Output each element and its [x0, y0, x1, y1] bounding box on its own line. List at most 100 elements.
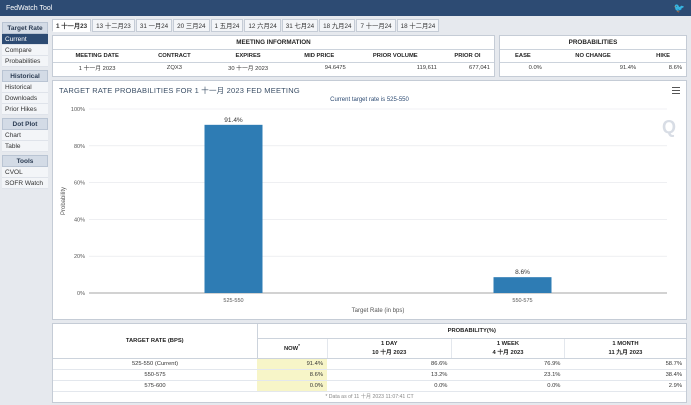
target-rate: 550-575: [53, 369, 257, 381]
bar-data-label: 8.6%: [515, 269, 530, 276]
contract: ZQX3: [166, 64, 182, 71]
bar: [204, 124, 263, 293]
tab-meeting[interactable]: 18 十二月24: [396, 19, 440, 32]
tab-meeting[interactable]: 12 六月24: [244, 19, 281, 32]
x-tick-label: 550-575: [512, 298, 532, 304]
sidebar-item-cvol[interactable]: CVOL: [2, 167, 48, 178]
y-tick-label: 20%: [74, 254, 85, 260]
target-rate: 525-550 (Current): [53, 358, 257, 370]
col-1-week-date: 4 十月 2023: [492, 349, 524, 356]
col-now: NOW*: [257, 338, 328, 359]
prior-oi: 677,041: [469, 64, 490, 71]
x-axis-title: Target Rate (in bps): [352, 308, 405, 314]
col-expires: EXPIRES: [207, 50, 289, 63]
table-row: 550-575 8.6% 13.2% 23.1% 38.4%: [53, 369, 686, 381]
prob-hike: 8.6%: [668, 64, 682, 71]
col-1-week-label: 1 WEEK: [496, 340, 520, 347]
sidebar-item-current[interactable]: Current: [2, 34, 48, 45]
sidebar-item-probabilities[interactable]: Probabilities: [2, 56, 48, 67]
chart-panel: TARGET RATE PROBABILITIES FOR 1 十一月 2023…: [52, 80, 687, 320]
prob-1-day: 0.0%: [327, 380, 452, 392]
col-1-week: 1 WEEK 4 十月 2023: [451, 338, 565, 359]
col-now-footnote-mark: *: [298, 344, 301, 350]
col-contract: CONTRACT: [141, 50, 208, 63]
hamburger-menu-icon[interactable]: [672, 87, 680, 95]
col-now-label: NOW: [283, 345, 299, 352]
tab-meeting[interactable]: 31 一月24: [135, 19, 173, 32]
sidebar-item-prior-hikes[interactable]: Prior Hikes: [2, 104, 48, 115]
probabilities-header: PROBABILITIES: [500, 36, 686, 50]
bar: [493, 277, 552, 293]
probability-chart: 0% 20% 40% 60% 80% 100% 91.4% 525-550 8.6% 550-57…: [61, 107, 667, 314]
prob-1-day: 13.2%: [327, 369, 452, 381]
table-row: 575-600 0.0% 0.0% 0.0% 2.9%: [53, 380, 686, 392]
sidebar-item-historical[interactable]: Historical: [2, 82, 48, 93]
meeting-date: 1 十一月 2023: [78, 66, 116, 73]
col-1-month: 1 MONTH 11 九月 2023: [564, 338, 686, 359]
expires: 30 十一月 2023: [228, 66, 269, 73]
prob-1-month: 2.9%: [564, 380, 686, 392]
sidebar-item-sofr-watch[interactable]: SOFR Watch: [2, 178, 48, 189]
data-timestamp-footnote: * Data as of 11 十月 2023 11:07:41 CT: [325, 393, 414, 400]
col-prior-oi: PRIOR OI: [440, 50, 494, 63]
sidebar-header-tools: Tools: [2, 155, 48, 167]
app-header: FedWatch Tool 🐦: [0, 0, 691, 16]
y-tick-label: 40%: [74, 217, 85, 223]
col-no-change: NO CHANGE: [545, 50, 641, 63]
y-tick-label: 0%: [77, 291, 85, 297]
meeting-info-header: MEETING INFORMATION: [53, 36, 494, 50]
prob-1-week: 76.9%: [451, 358, 565, 370]
prob-now: 0.0%: [257, 380, 327, 392]
twitter-icon[interactable]: 🐦: [673, 2, 685, 13]
tab-meeting[interactable]: 7 十一月24: [356, 19, 396, 32]
x-tick-label: 525-550: [223, 298, 243, 304]
prob-1-month: 38.4%: [564, 369, 686, 381]
y-tick-label: 80%: [74, 144, 85, 150]
tab-meeting[interactable]: 18 九月24: [319, 19, 356, 32]
chart-title: TARGET RATE PROBABILITIES FOR 1 十一月 2023…: [59, 86, 300, 95]
col-1-month-date: 11 九月 2023: [608, 349, 643, 356]
target-rate: 575-600: [53, 380, 257, 392]
mid-price: 94.6475: [324, 64, 346, 71]
sidebar: Target Rate Current Compare Probabilitie…: [2, 19, 48, 405]
sidebar-item-table[interactable]: Table: [2, 141, 48, 152]
prob-now: 8.6%: [257, 369, 327, 381]
prior-volume: 119,611: [416, 64, 437, 71]
prob-ease: 0.0%: [528, 64, 542, 71]
meeting-tabs: 1 十一月23 13 十二月23 31 一月24 20 三月24 1 五月24 …: [52, 19, 440, 32]
col-hike: HIKE: [640, 50, 686, 63]
probability-header: PROBABILITY(%): [257, 324, 686, 339]
col-1-day-date: 10 十月 2023: [372, 349, 407, 356]
tab-meeting[interactable]: 13 十二月23: [92, 19, 135, 32]
col-1-day-label: 1 DAY: [380, 340, 398, 347]
col-ease: EASE: [500, 50, 546, 63]
app-title: FedWatch Tool: [6, 4, 53, 12]
sidebar-item-downloads[interactable]: Downloads: [2, 93, 48, 104]
probability-table-panel: TARGET RATE (BPS) PROBABILITY(%) NOW* 1 …: [52, 323, 687, 403]
tab-meeting[interactable]: 1 十一月23: [52, 19, 92, 32]
y-tick-label: 100%: [71, 107, 85, 113]
prob-1-week: 23.1%: [451, 369, 565, 381]
prob-1-week: 0.0%: [451, 380, 565, 392]
tab-meeting[interactable]: 20 三月24: [173, 19, 210, 32]
col-mid-price: MID PRICE: [288, 50, 350, 63]
prob-no-change: 91.4%: [619, 64, 637, 71]
sidebar-header-target-rate: Target Rate: [2, 22, 48, 34]
tab-meeting[interactable]: 1 五月24: [210, 19, 244, 32]
sidebar-item-chart[interactable]: Chart: [2, 130, 48, 141]
sidebar-header-historical: Historical: [2, 70, 48, 82]
chart-subtitle: Current target rate is 525-550: [330, 97, 409, 103]
sidebar-item-compare[interactable]: Compare: [2, 45, 48, 56]
bar-data-label: 91.4%: [224, 117, 243, 124]
col-1-day: 1 DAY 10 十月 2023: [327, 338, 452, 359]
tab-meeting[interactable]: 31 七月24: [281, 19, 319, 32]
col-prior-volume: PRIOR VOLUME: [349, 50, 441, 63]
col-meeting-date: MEETING DATE: [53, 50, 142, 63]
watermark-logo: Q: [661, 117, 676, 137]
col-1-month-label: 1 MONTH: [612, 340, 639, 347]
prob-now: 91.4%: [257, 358, 327, 370]
probabilities-panel: PROBABILITIES EASE NO CHANGE HIKE 0.0% 9…: [499, 35, 687, 77]
y-axis-title: Probability: [61, 187, 67, 215]
prob-1-month: 58.7%: [564, 358, 686, 370]
prob-1-day: 86.6%: [327, 358, 452, 370]
